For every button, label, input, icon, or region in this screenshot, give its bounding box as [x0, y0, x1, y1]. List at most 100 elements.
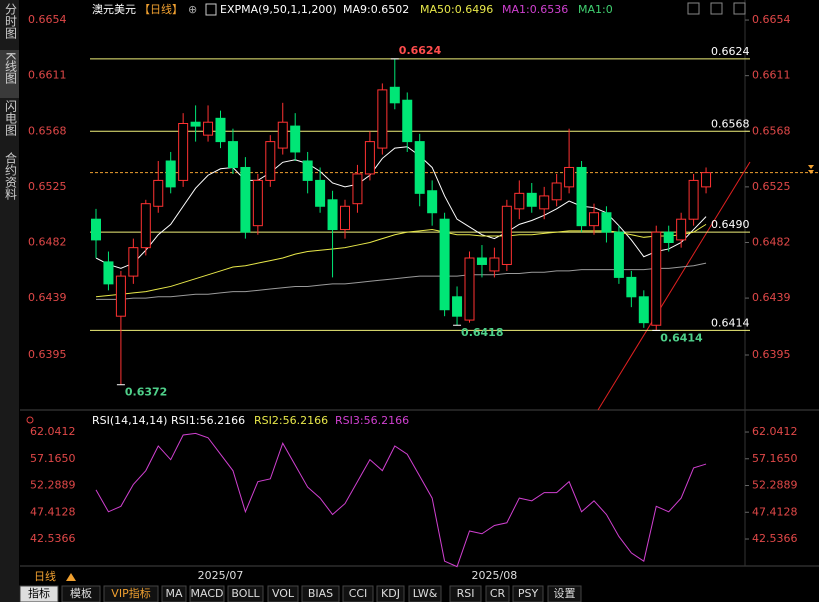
tab[interactable] — [189, 585, 225, 602]
rsi-tick-label: 52.2889 — [752, 479, 798, 492]
rsi2: RSI2:56.2166 — [254, 414, 328, 427]
tab-label[interactable]: VOL — [272, 587, 295, 600]
level-label: 0.6490 — [711, 218, 750, 231]
x-tick-label: 2025/07 — [198, 569, 244, 582]
candle-body — [364, 141, 375, 175]
rsi-tick-label: 62.0412 — [752, 425, 798, 438]
tab[interactable] — [485, 585, 510, 602]
candle-body — [663, 231, 674, 243]
rsi3: RSI3:56.2166 — [335, 414, 409, 427]
tab-label[interactable]: 模板 — [70, 586, 92, 600]
candle-body — [352, 173, 363, 205]
tab[interactable] — [161, 585, 187, 602]
y-tick-label: 0.6654 — [28, 13, 67, 26]
tab-label[interactable]: MACD — [191, 587, 224, 600]
candle-body — [688, 179, 699, 220]
rsi-tick-label: 57.1650 — [752, 452, 798, 465]
tab[interactable] — [376, 585, 405, 602]
tab-label[interactable]: KDJ — [381, 587, 400, 600]
tab[interactable] — [61, 585, 101, 602]
y-tick-label: 0.6568 — [752, 124, 791, 137]
candle-body — [514, 192, 525, 210]
candle-body — [626, 276, 637, 298]
ma1b: MA1:0 — [578, 3, 613, 16]
sidebar-tab[interactable]: 合约资料 — [4, 151, 18, 200]
y-tick-label: 0.6439 — [752, 291, 791, 304]
level-label: 0.6624 — [711, 45, 750, 58]
point-label: 0.6414 — [660, 331, 703, 344]
tab-label[interactable]: 指标 — [28, 586, 50, 600]
tab-label[interactable]: 设置 — [554, 587, 576, 600]
rsi1: RSI1:56.2166 — [171, 414, 245, 427]
tab-label[interactable]: BOLL — [231, 587, 260, 600]
rsi-name: RSI(14,14,14) — [92, 414, 167, 427]
candle-body — [676, 218, 687, 241]
candle-body — [153, 179, 164, 207]
y-tick-label: 0.6525 — [752, 180, 791, 193]
period-button[interactable]: 日线 — [34, 569, 56, 583]
candle-body — [240, 166, 251, 233]
candle-body — [501, 205, 512, 265]
candle-body — [103, 261, 114, 285]
candle-body — [265, 141, 276, 181]
candle-body — [290, 125, 301, 153]
tab-label[interactable]: LW& — [413, 587, 438, 600]
y-tick-label: 0.6654 — [752, 13, 791, 26]
period-arrow[interactable] — [66, 573, 76, 581]
sidebar-tab[interactable]: 分时图 — [4, 3, 18, 39]
candle-body — [165, 160, 176, 188]
sidebar-tab[interactable]: K线图 — [4, 52, 18, 84]
y-tick-label: 0.6568 — [28, 124, 67, 137]
tab[interactable] — [267, 585, 299, 602]
rsi-tick-label: 42.5366 — [30, 532, 76, 545]
point-label: 0.6624 — [399, 44, 442, 57]
indicator-icon[interactable] — [205, 3, 217, 16]
tab-label[interactable]: CR — [490, 587, 506, 600]
tab[interactable] — [547, 585, 582, 602]
candle-body — [551, 182, 562, 201]
candle-body — [526, 192, 537, 207]
y-tick-label: 0.6611 — [28, 69, 67, 82]
symbol: 澳元美元 — [92, 3, 136, 16]
point-label: 0.6372 — [125, 386, 167, 399]
tab[interactable] — [19, 585, 59, 602]
tab[interactable] — [512, 585, 544, 602]
tab[interactable] — [103, 585, 159, 602]
tab[interactable] — [408, 585, 442, 602]
candle-body — [115, 275, 126, 317]
window-button[interactable] — [710, 2, 723, 15]
tab[interactable] — [342, 585, 374, 602]
tab-label[interactable]: CCI — [349, 587, 368, 600]
tab-label[interactable]: RSI — [457, 587, 475, 600]
tab[interactable] — [449, 585, 482, 602]
candle-body — [539, 195, 550, 210]
trend-line — [597, 161, 751, 411]
rsi-tick-label: 47.4128 — [30, 505, 76, 518]
candle-body — [178, 123, 189, 181]
tab[interactable] — [301, 585, 340, 602]
window-button[interactable] — [687, 2, 700, 15]
add-icon[interactable]: ⊕ — [188, 3, 197, 16]
tab-label[interactable]: BIAS — [308, 587, 333, 600]
window-button[interactable] — [733, 2, 746, 15]
y-tick-label: 0.6525 — [28, 180, 67, 193]
rsi-tick-label: 52.2889 — [30, 479, 76, 492]
candle-body — [414, 141, 425, 194]
candle-body — [340, 205, 350, 231]
candle-body — [476, 257, 487, 265]
tab-label[interactable]: MA — [165, 587, 182, 600]
candle-body — [252, 179, 263, 227]
candle-body — [377, 89, 388, 149]
y-tick-label: 0.6395 — [28, 348, 67, 361]
ma-line — [95, 146, 707, 269]
tab-label[interactable]: PSY — [518, 587, 539, 600]
candle-body — [227, 141, 238, 168]
tab[interactable] — [227, 585, 264, 602]
rsi-icon[interactable] — [26, 416, 34, 424]
candle-body — [576, 166, 587, 227]
candle-body — [215, 117, 226, 143]
sidebar-tab[interactable]: 闪电图 — [4, 100, 18, 136]
candle-body — [128, 247, 139, 277]
tab-label[interactable]: VIP指标 — [111, 586, 150, 600]
